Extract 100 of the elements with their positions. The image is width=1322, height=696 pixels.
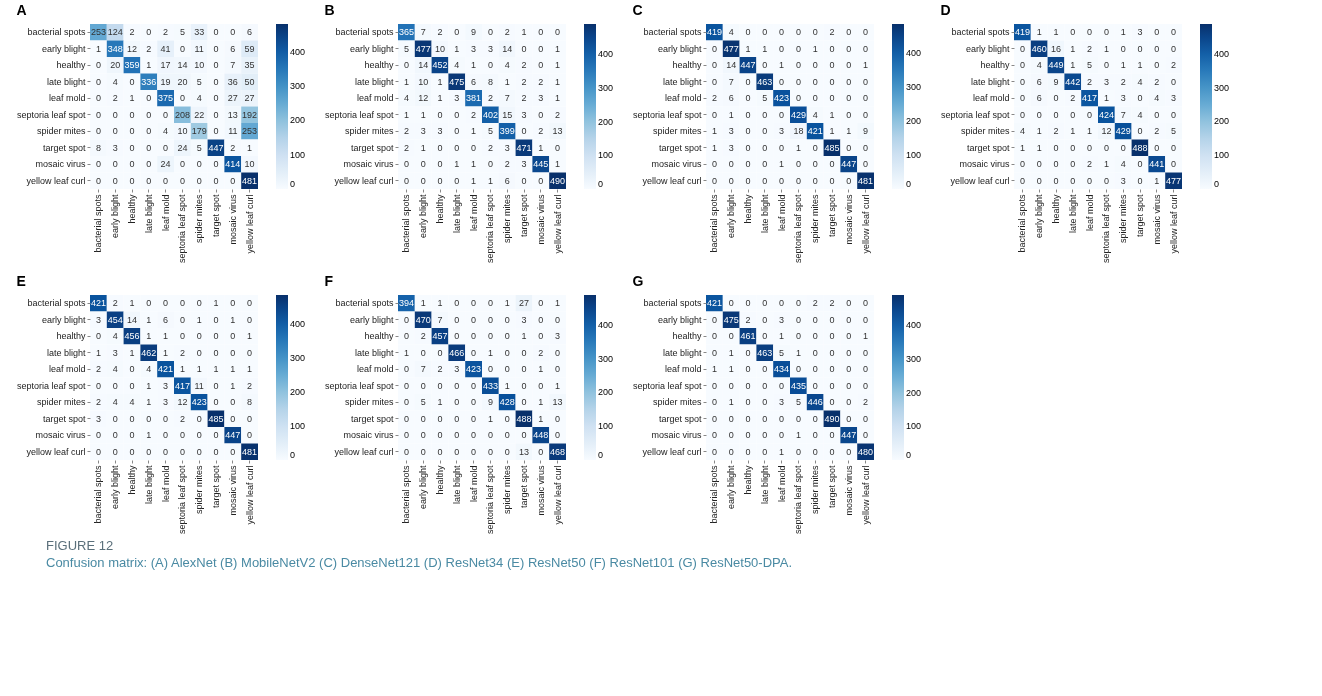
- x-tick-label: early blight: [110, 465, 121, 510]
- data-label: 0: [846, 142, 852, 153]
- data-label: 5: [1087, 60, 1093, 71]
- data-label: 0: [521, 347, 527, 358]
- data-label: 3: [112, 347, 118, 358]
- data-label: 0: [504, 347, 510, 358]
- x-tick-label: healthy: [743, 465, 753, 495]
- color-bar-label: 400: [598, 49, 614, 60]
- data-label: 0: [795, 27, 801, 38]
- x-tick-label: target spot: [519, 194, 529, 238]
- data-label: 13: [518, 446, 530, 457]
- data-label: 0: [179, 159, 185, 170]
- y-tick-label: mosaic virus: [343, 430, 394, 441]
- data-label: 0: [1137, 175, 1143, 186]
- data-label: 463: [757, 347, 773, 358]
- data-label: 0: [846, 60, 852, 71]
- data-label: 0: [129, 142, 135, 153]
- data-label: 59: [244, 43, 255, 54]
- data-label: 15: [502, 109, 513, 120]
- data-label: 490: [550, 175, 566, 186]
- data-label: 0: [538, 27, 544, 38]
- data-label: 1: [247, 364, 253, 375]
- data-label: 0: [454, 298, 460, 309]
- data-label: 0: [762, 364, 768, 375]
- data-label: 1: [420, 142, 426, 153]
- data-label: 6: [163, 314, 169, 325]
- data-label: 0: [829, 76, 835, 87]
- y-tick-label: mosaic virus: [343, 159, 394, 170]
- data-label: 1: [129, 347, 135, 358]
- data-label: 6: [1036, 93, 1042, 104]
- data-label: 2: [1171, 60, 1177, 71]
- x-tick-label: spider mites: [502, 194, 513, 244]
- data-label: 0: [163, 175, 169, 186]
- data-label: 0: [95, 446, 101, 457]
- data-label: 448: [533, 430, 549, 441]
- color-bar-label: 100: [906, 421, 922, 432]
- data-label: 0: [812, 175, 818, 186]
- data-label: 0: [846, 397, 852, 408]
- data-label: 0: [437, 430, 443, 441]
- data-label: 13: [227, 109, 238, 120]
- data-label: 0: [454, 380, 460, 391]
- y-tick-label: target spot: [658, 413, 702, 424]
- data-label: 470: [415, 314, 431, 325]
- data-label: 3: [728, 142, 734, 153]
- data-label: 0: [454, 397, 460, 408]
- data-label: 0: [863, 43, 869, 54]
- data-label: 0: [521, 126, 527, 137]
- data-label: 447: [841, 430, 857, 441]
- y-tick-label: target spot: [42, 142, 86, 153]
- data-label: 481: [242, 175, 258, 186]
- data-label: 0: [745, 298, 751, 309]
- data-label: 0: [829, 380, 835, 391]
- data-label: 3: [437, 126, 443, 137]
- data-label: 1: [504, 76, 510, 87]
- x-tick-label: mosaic virus: [227, 465, 238, 516]
- data-label: 0: [795, 76, 801, 87]
- data-label: 0: [1070, 159, 1076, 170]
- x-tick-label: healthy: [127, 465, 137, 495]
- data-label: 2: [179, 413, 185, 424]
- color-bar-label: 0: [598, 450, 604, 460]
- color-bar-label: 0: [598, 179, 604, 189]
- data-label: 1: [179, 364, 185, 375]
- data-label: 0: [521, 364, 527, 375]
- data-label: 0: [863, 76, 869, 87]
- y-tick-label: early blight: [657, 43, 702, 54]
- y-tick-label: healthy: [672, 60, 702, 71]
- y-tick-label: leaf mold: [972, 93, 1010, 104]
- data-label: 0: [762, 298, 768, 309]
- data-label: 7: [230, 60, 236, 71]
- data-label: 1: [437, 397, 443, 408]
- y-tick-label: mosaic virus: [651, 430, 702, 441]
- data-label: 17: [160, 60, 171, 71]
- data-label: 0: [1120, 142, 1126, 153]
- data-label: 0: [213, 314, 219, 325]
- data-label: 0: [454, 331, 460, 342]
- color-bar-label: 400: [290, 318, 306, 329]
- data-label: 1: [521, 331, 527, 342]
- data-label: 0: [555, 364, 561, 375]
- data-label: 0: [538, 43, 544, 54]
- data-label: 0: [129, 446, 135, 457]
- y-tick-label: healthy: [980, 60, 1010, 71]
- data-label: 433: [482, 380, 498, 391]
- data-label: 0: [745, 446, 751, 457]
- data-label: 0: [112, 430, 118, 441]
- data-label: 7: [1120, 109, 1126, 120]
- data-label: 13: [552, 397, 563, 408]
- data-label: 0: [745, 413, 751, 424]
- data-label: 0: [1053, 109, 1059, 120]
- data-label: 0: [196, 298, 202, 309]
- data-label: 1: [1137, 60, 1143, 71]
- data-label: 0: [846, 347, 852, 358]
- data-label: 0: [454, 27, 460, 38]
- x-tick-label: leaf mold: [160, 465, 171, 503]
- data-label: 1: [471, 126, 477, 137]
- data-label: 1: [230, 314, 236, 325]
- data-label: 0: [95, 76, 101, 87]
- data-label: 1: [504, 380, 510, 391]
- data-label: 2: [230, 142, 236, 153]
- data-label: 2: [247, 380, 253, 391]
- data-label: 471: [516, 142, 532, 153]
